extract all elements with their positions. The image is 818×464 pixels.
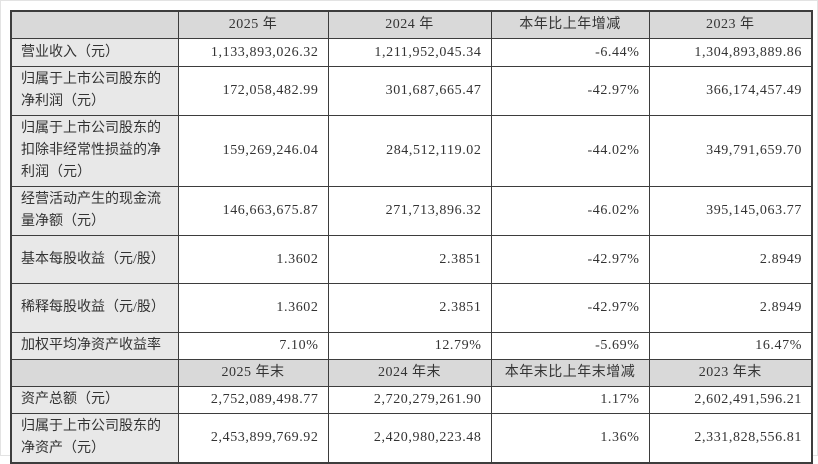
cell-value-2024: 2,720,279,261.90 xyxy=(327,386,492,414)
cell-value-2023: 1,304,893,889.86 xyxy=(648,38,813,67)
cell-value-2025: 1,133,893,026.32 xyxy=(177,38,329,67)
column-header-blank xyxy=(10,10,179,39)
cell-value-change: -5.69% xyxy=(490,332,650,360)
table-row-net-assets: 归属于上市公司股东的净资产（元） 2,453,899,769.92 2,420,… xyxy=(10,413,813,464)
cell-value-2024: 271,713,896.32 xyxy=(327,186,492,236)
row-label: 加权平均净资产收益率 xyxy=(10,332,179,360)
cell-value-2023: 349,791,659.70 xyxy=(648,115,813,187)
cell-value-2025: 159,269,246.04 xyxy=(177,115,329,187)
column-header-year-end-change: 本年末比上年末增减 xyxy=(490,359,650,387)
cell-value-change: 1.36% xyxy=(490,413,650,464)
table-row-total-assets: 资产总额（元） 2,752,089,498.77 2,720,279,261.9… xyxy=(10,386,813,414)
cell-value-2025: 7.10% xyxy=(177,332,329,360)
cell-value-2025: 1.3602 xyxy=(177,283,329,333)
row-label: 基本每股收益（元/股） xyxy=(10,235,179,284)
cell-value-change: -42.97% xyxy=(490,66,650,116)
table-row-diluted-eps: 稀释每股收益（元/股） 1.3602 2.3851 -42.97% 2.8949 xyxy=(10,283,813,333)
column-header-blank xyxy=(10,359,179,387)
cell-value-2024: 12.79% xyxy=(327,332,492,360)
column-header-2024: 2024 年 xyxy=(327,10,492,39)
column-header-2024-year-end: 2024 年末 xyxy=(327,359,492,387)
cell-value-2024: 301,687,665.47 xyxy=(327,66,492,116)
cell-value-change: -6.44% xyxy=(490,38,650,67)
row-label: 资产总额（元） xyxy=(10,386,179,414)
cell-value-2025: 1.3602 xyxy=(177,235,329,284)
column-header-2023: 2023 年 xyxy=(648,10,813,39)
table-row-deducted-net-profit: 归属于上市公司股东的扣除非经常性损益的净利润（元） 159,269,246.04… xyxy=(10,115,813,187)
cell-value-change: -44.02% xyxy=(490,115,650,187)
column-header-2025-year-end: 2025 年末 xyxy=(177,359,329,387)
row-label: 营业收入（元） xyxy=(10,38,179,67)
cell-value-2025: 2,453,899,769.92 xyxy=(177,413,329,464)
row-label: 归属于上市公司股东的净利润（元） xyxy=(10,66,179,116)
table-row-operating-revenue: 营业收入（元） 1,133,893,026.32 1,211,952,045.3… xyxy=(10,38,813,67)
cell-value-2023: 2.8949 xyxy=(648,235,813,284)
column-header-yoy-change: 本年比上年增减 xyxy=(490,10,650,39)
table-row-basic-eps: 基本每股收益（元/股） 1.3602 2.3851 -42.97% 2.8949 xyxy=(10,235,813,284)
cell-value-2024: 2.3851 xyxy=(327,235,492,284)
cell-value-2024: 2,420,980,223.48 xyxy=(327,413,492,464)
row-label: 经营活动产生的现金流量净额（元） xyxy=(10,186,179,236)
cell-value-2025: 172,058,482.99 xyxy=(177,66,329,116)
column-header-2023-year-end: 2023 年末 xyxy=(648,359,813,387)
financial-summary-table: 2025 年 2024 年 本年比上年增减 2023 年 营业收入（元） 1,1… xyxy=(10,10,813,464)
cell-value-change: -42.97% xyxy=(490,283,650,333)
table-header-row-annual: 2025 年 2024 年 本年比上年增减 2023 年 xyxy=(10,10,813,39)
cell-value-2024: 284,512,119.02 xyxy=(327,115,492,187)
cell-value-2023: 2,331,828,556.81 xyxy=(648,413,813,464)
cell-value-2023: 395,145,063.77 xyxy=(648,186,813,236)
cell-value-2025: 2,752,089,498.77 xyxy=(177,386,329,414)
cell-value-2024: 2.3851 xyxy=(327,283,492,333)
cell-value-change: 1.17% xyxy=(490,386,650,414)
row-label: 归属于上市公司股东的扣除非经常性损益的净利润（元） xyxy=(10,115,179,187)
cell-value-2023: 16.47% xyxy=(648,332,813,360)
column-header-2025: 2025 年 xyxy=(177,10,329,39)
cell-value-2025: 146,663,675.87 xyxy=(177,186,329,236)
cell-value-2024: 1,211,952,045.34 xyxy=(327,38,492,67)
row-label: 稀释每股收益（元/股） xyxy=(10,283,179,333)
table-row-operating-cash-flow: 经营活动产生的现金流量净额（元） 146,663,675.87 271,713,… xyxy=(10,186,813,236)
row-label: 归属于上市公司股东的净资产（元） xyxy=(10,413,179,464)
table-header-row-year-end: 2025 年末 2024 年末 本年末比上年末增减 2023 年末 xyxy=(10,359,813,387)
cell-value-2023: 366,174,457.49 xyxy=(648,66,813,116)
table-row-net-profit: 归属于上市公司股东的净利润（元） 172,058,482.99 301,687,… xyxy=(10,66,813,116)
cell-value-2023: 2,602,491,596.21 xyxy=(648,386,813,414)
table-row-weighted-avg-roe: 加权平均净资产收益率 7.10% 12.79% -5.69% 16.47% xyxy=(10,332,813,360)
cell-value-2023: 2.8949 xyxy=(648,283,813,333)
cell-value-change: -42.97% xyxy=(490,235,650,284)
cell-value-change: -46.02% xyxy=(490,186,650,236)
